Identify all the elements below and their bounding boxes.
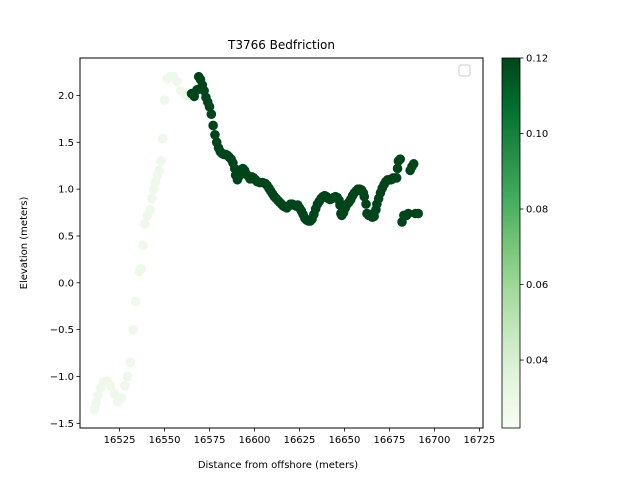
x-tick-label: 16725	[463, 435, 495, 446]
low-point-21	[147, 193, 157, 204]
low-point-22	[148, 184, 159, 194]
high-point-11	[208, 120, 218, 131]
low-point-32	[172, 76, 182, 87]
low-point-17	[138, 240, 148, 251]
low-point-10	[120, 381, 130, 391]
y-tick-label: −1.0	[50, 372, 74, 383]
x-tick-label: 16650	[329, 435, 361, 446]
high-point-96	[359, 191, 370, 202]
colorbar-tick-label: 0.06	[526, 280, 548, 291]
low-point-18	[139, 219, 150, 229]
low-point-9	[116, 393, 127, 403]
y-axis-label: Elevation (meters)	[19, 197, 30, 290]
low-point-12	[125, 357, 136, 368]
x-axis: 16525 16550 16575 16600 16625 16650 16675 16700…	[104, 428, 495, 446]
x-axis-label: Distance from offshore (meters)	[198, 460, 358, 471]
x-tick-label: 16575	[194, 435, 226, 446]
low-point-11	[122, 371, 133, 382]
y-tick-label: −1.5	[50, 419, 74, 430]
scatter-points	[89, 71, 424, 415]
high-point-115	[391, 173, 402, 183]
low-point-16	[136, 263, 146, 274]
high-point-12	[210, 130, 220, 140]
low-point-14	[130, 296, 141, 307]
y-tick-label: 1.0	[58, 185, 74, 196]
y-tick-label: 0.5	[58, 231, 74, 242]
low-point-26	[156, 156, 166, 166]
legend-box	[458, 64, 471, 77]
colorbar-tick-label: 0.12	[526, 54, 548, 65]
x-tick-label: 16600	[239, 435, 271, 446]
chart-title: T3766 Bedfriction	[227, 38, 335, 52]
y-axis: −1.5 −1.0 −0.5 0.0 0.5 1.0 1.5 2.0	[50, 91, 80, 430]
high-point-97	[361, 199, 371, 209]
low-point-28	[159, 95, 170, 105]
y-tick-label: 0.0	[58, 278, 74, 289]
plot-frame	[79, 57, 484, 429]
y-tick-label: 2.0	[58, 91, 74, 102]
low-point-25	[154, 165, 164, 176]
x-tick-label: 16675	[374, 435, 406, 446]
high-point-118	[395, 154, 406, 164]
low-point-2	[93, 390, 103, 401]
colorbar-tick-label: 0.04	[526, 356, 548, 367]
low-point-20	[145, 204, 155, 215]
high-point-122	[403, 208, 414, 219]
x-tick-label: 16525	[104, 435, 136, 446]
high-point-10	[206, 109, 217, 119]
low-point-13	[128, 324, 138, 335]
colorbar	[501, 57, 521, 429]
low-point-1	[91, 397, 101, 408]
low-point-27	[157, 133, 168, 144]
colorbar-ticks: 0.04 0.06 0.08 0.10 0.12	[520, 54, 548, 367]
high-point-116	[392, 163, 403, 174]
high-point-125	[408, 159, 419, 169]
colorbar-tick-label: 0.08	[526, 205, 548, 216]
y-tick-label: −0.5	[50, 325, 74, 336]
x-tick-label: 16625	[284, 435, 316, 446]
x-tick-label: 16700	[419, 435, 451, 446]
low-point-6	[105, 381, 116, 391]
high-point-127	[413, 208, 424, 219]
low-point-7	[109, 388, 119, 399]
x-tick-label: 16550	[149, 435, 181, 446]
high-point-9	[204, 101, 215, 112]
colorbar-tick-label: 0.10	[526, 129, 548, 140]
y-tick-label: 1.5	[58, 138, 74, 149]
